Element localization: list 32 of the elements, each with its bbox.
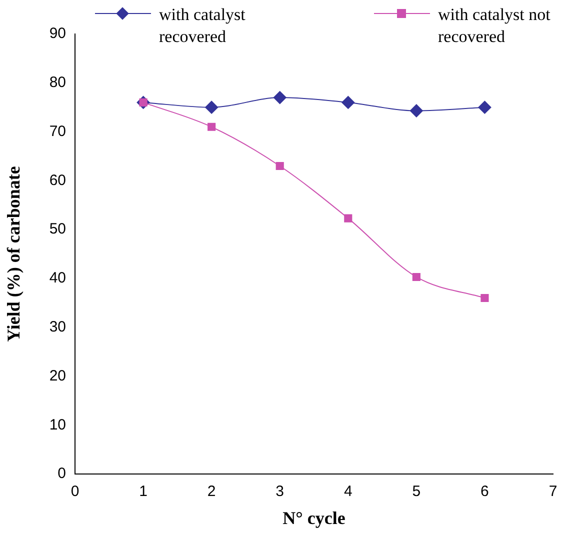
x-tick-label: 5 — [412, 483, 421, 500]
legend-label: with catalyst recovered — [159, 4, 246, 48]
y-tick-label: 20 — [49, 367, 66, 384]
x-tick-label: 0 — [70, 483, 80, 500]
x-tick-label: 1 — [139, 483, 148, 500]
point — [412, 272, 420, 282]
x-tick-label: 2 — [207, 483, 216, 500]
x-axis-title: N° cycle — [282, 508, 346, 528]
y-tick-label: 50 — [49, 220, 66, 238]
point — [410, 104, 423, 118]
legend-label: with catalyst not recovered — [438, 4, 552, 48]
point — [273, 91, 286, 104]
y-tick-label: 80 — [49, 74, 66, 92]
x-tick-label: 7 — [548, 483, 558, 500]
x-tick-label: 6 — [480, 483, 489, 500]
point — [344, 214, 352, 222]
point — [205, 100, 218, 114]
y-tick-label: 30 — [49, 318, 66, 336]
y-tick-label: 40 — [49, 270, 66, 287]
y-tick-label: 10 — [49, 416, 66, 434]
y-tick-label: 0 — [58, 465, 66, 482]
point — [276, 162, 284, 170]
point — [480, 294, 489, 302]
x-tick-label: 3 — [276, 483, 284, 500]
y-tick-label: 60 — [49, 172, 66, 189]
y-tick-label: 90 — [49, 25, 66, 42]
y-axis-title: Yield (%) of carbonate — [3, 166, 24, 342]
point — [208, 122, 216, 131]
y-tick-label: 70 — [49, 122, 66, 140]
x-tick-label: 4 — [344, 483, 352, 500]
point — [342, 96, 355, 109]
point — [478, 100, 492, 114]
